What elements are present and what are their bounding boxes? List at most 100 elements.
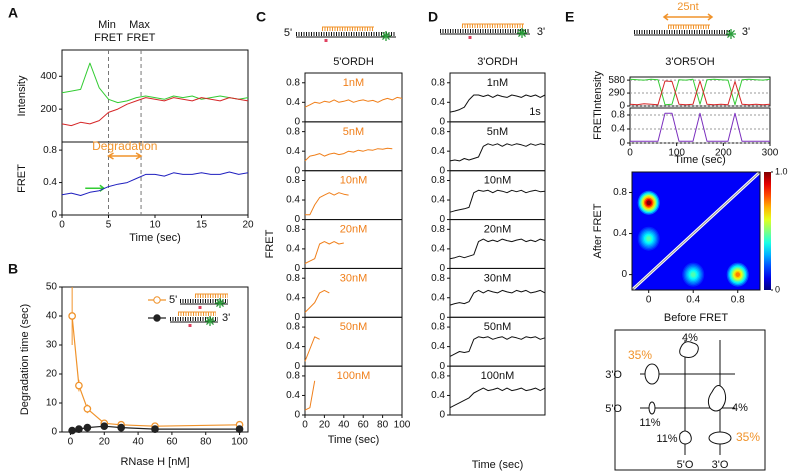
x-tick-label: 0.8: [731, 295, 745, 306]
y-tick-label: 0.8: [286, 224, 300, 235]
y-tick-label: 0.4: [431, 390, 445, 401]
y-tick-label: 400: [40, 71, 57, 82]
y-tick-label: 0: [51, 427, 57, 438]
state-blob: [708, 431, 732, 445]
annotation: Max FRET: [127, 19, 156, 44]
trace: [305, 192, 349, 216]
y-tick-label: 0.4: [431, 244, 445, 255]
state-diagram: [614, 329, 766, 471]
axis-title: Time (sec): [674, 154, 726, 166]
trace: [304, 241, 344, 264]
y-tick-label: 0.4: [286, 146, 300, 157]
heat-peak: [726, 262, 749, 287]
panel-label: 50nM: [340, 321, 368, 333]
y-tick-label: 10: [46, 398, 58, 409]
x-tick-label: 15: [196, 220, 208, 231]
y-tick-label: 0: [439, 165, 445, 176]
heat-contour: [690, 272, 696, 277]
legend-label: 3': [222, 312, 230, 324]
axis-title: RNase H [nM]: [120, 456, 189, 468]
heat-contour: [646, 236, 651, 242]
trace: [304, 147, 393, 162]
cy5-dye: [216, 299, 224, 307]
chart-title: 3'ORDH: [477, 56, 518, 68]
point: [68, 426, 76, 435]
state-percent: 35%: [736, 430, 760, 444]
panel-label: 10nM: [340, 175, 368, 187]
panel-label: 20nM: [340, 223, 368, 235]
axis-title: Intensity: [16, 75, 28, 116]
x-tick-label: 10: [149, 220, 161, 231]
cy5-dye: [727, 30, 735, 38]
y-tick-label: 0: [619, 101, 625, 112]
y-tick-label: 0.8: [431, 224, 445, 235]
y-tick-label: 0: [439, 361, 445, 372]
trace: [304, 380, 316, 411]
panel-label: 20nM: [484, 223, 512, 235]
y-tick-label: 0.8: [613, 187, 627, 198]
x-tick-label: 300: [762, 148, 779, 159]
axis-title: After FRET: [592, 203, 604, 258]
y-tick-label: 30: [46, 340, 58, 351]
y-tick-label: 0.8: [431, 322, 445, 333]
plot-frame: [449, 365, 546, 416]
point: [83, 423, 92, 432]
state-percent: 11%: [639, 417, 660, 429]
panel-label: 5nM: [343, 126, 364, 138]
x-tick-label: 5: [106, 220, 112, 231]
point: [68, 312, 76, 320]
x-tick-label: 40: [338, 420, 350, 431]
cy3-dye: [468, 36, 472, 39]
heat-peak: [682, 262, 705, 287]
x-tick-label: 0: [302, 420, 308, 431]
point: [100, 422, 109, 431]
axis-title: Time (sec): [472, 459, 524, 471]
column-label: 3'O: [712, 459, 729, 471]
y-tick-label: 0: [294, 263, 300, 274]
heat-contour: [735, 272, 740, 277]
panel-label: 30nM: [484, 272, 512, 284]
panel-label: 50nM: [484, 321, 512, 333]
trace: [449, 189, 546, 213]
panel-letter: A: [8, 5, 18, 21]
axis-title: Intensity: [592, 71, 604, 112]
axis-title: FRET: [264, 229, 276, 258]
y-tick-label: 0: [439, 312, 445, 323]
strand-end: 3': [742, 26, 750, 38]
panel-label: 1nM: [487, 77, 508, 89]
trace: [304, 96, 403, 108]
heat-contour: [646, 200, 651, 206]
heat-peak: [637, 190, 660, 215]
diagonal: [631, 171, 761, 291]
trace: [449, 289, 546, 306]
y-tick-label: 0: [619, 138, 625, 149]
chart-title: 3'OR5'OH: [665, 56, 714, 68]
y-tick-label: 0: [439, 410, 445, 421]
trace: [449, 238, 546, 260]
point: [75, 381, 83, 390]
x-tick-label: 0: [59, 220, 65, 231]
panel-letter: B: [8, 261, 18, 277]
panel-letter: D: [428, 9, 438, 25]
y-tick-label: 0.4: [431, 341, 445, 352]
panel-letter: E: [565, 9, 574, 25]
colorbar-label: 1.0: [775, 166, 788, 176]
y-tick-label: 200: [40, 104, 57, 115]
axis-title: FRET: [592, 111, 604, 140]
point: [83, 404, 92, 413]
x-tick-label: 20: [242, 220, 254, 231]
trace: [304, 289, 330, 313]
x-tick-label: 60: [358, 420, 370, 431]
x-tick-label: 20: [99, 437, 111, 448]
y-tick-label: 40: [46, 311, 58, 322]
x-tick-label: 20: [319, 420, 331, 431]
y-tick-label: 0.4: [431, 292, 445, 303]
length-arrow: [662, 13, 714, 21]
axis-title: Degradation time (sec): [19, 304, 31, 415]
trace: [629, 80, 771, 106]
state-percent: 11%: [656, 433, 677, 445]
y-tick-label: 0.8: [286, 126, 300, 137]
y-tick-label: 0.4: [431, 97, 445, 108]
state-percent: 35%: [628, 348, 652, 362]
trace: [61, 97, 249, 127]
